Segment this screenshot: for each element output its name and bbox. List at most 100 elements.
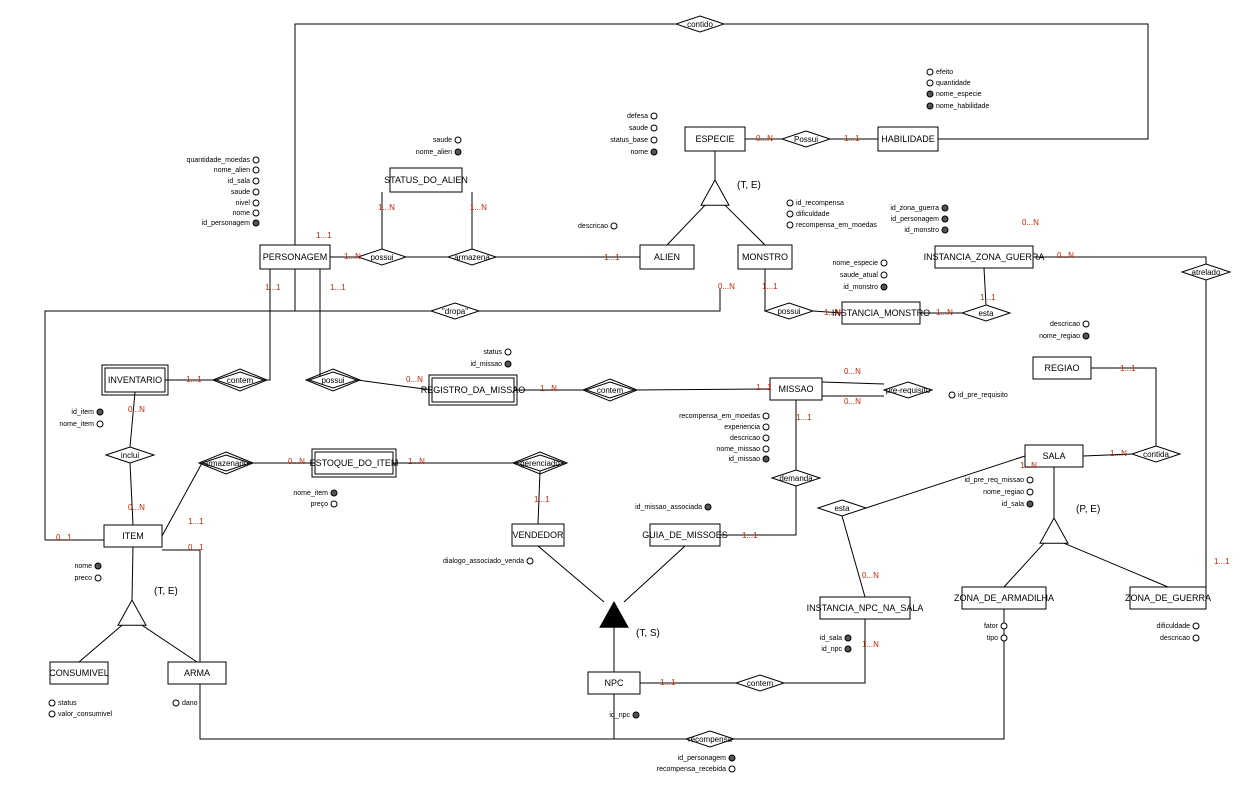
entity-CONSUMIVEL: CONSUMIVEL <box>49 662 109 684</box>
attr-dot <box>253 200 259 206</box>
cardinality: 1...1 <box>742 531 758 540</box>
attr-dot <box>729 766 735 772</box>
entity-REGIAO: REGIAO <box>1033 357 1091 379</box>
attr-dot <box>651 149 657 155</box>
relation-possui_status: possui <box>358 249 406 265</box>
attr-dot <box>97 421 103 427</box>
svg-text:possui: possui <box>321 376 344 385</box>
attr-label: saude <box>629 125 648 132</box>
attr-dot <box>253 210 259 216</box>
attr-label: id_missao <box>470 361 502 368</box>
cardinality: 0...N <box>718 282 735 291</box>
entity-VENDEDOR: VENDEDOR <box>512 524 564 546</box>
svg-text:REGIAO: REGIAO <box>1044 363 1079 373</box>
er-diagram: contidoPossuipossuiarmazena"dropa"possui… <box>0 0 1259 793</box>
attr-dot <box>763 424 769 430</box>
attr-label: recompensa_recebida <box>657 766 726 773</box>
svg-text:HABILIDADE: HABILIDADE <box>881 134 935 144</box>
cardinality: 1...1 <box>265 283 281 292</box>
relation-contem_npc: contem <box>736 675 784 691</box>
attr-dot <box>927 69 933 75</box>
attr-dot <box>787 200 793 206</box>
cardinality: 1...1 <box>756 383 772 392</box>
svg-text:possui: possui <box>777 307 800 316</box>
gen-tri-npc <box>600 602 628 627</box>
entity-ZONA_DE_GUERRA: ZONA_DE_GUERRA <box>1125 587 1211 609</box>
attr-label: id_missao_associada <box>635 504 702 511</box>
svg-text:CONSUMIVEL: CONSUMIVEL <box>49 668 109 678</box>
attr-dot <box>763 456 769 462</box>
attr-dot <box>949 392 955 398</box>
svg-text:NPC: NPC <box>604 678 624 688</box>
cardinality: 1...1 <box>186 375 202 384</box>
attr-label: fator <box>984 623 999 630</box>
svg-text:Possui: Possui <box>794 135 818 144</box>
attr-label: quantidade_moedas <box>187 157 251 164</box>
attr-label: nome_regiao <box>1039 333 1080 340</box>
cardinality: 0...N <box>288 457 305 466</box>
attr-label: descricao <box>1160 635 1190 642</box>
attr-label: id_monstro <box>904 227 939 234</box>
attr-label: descricao <box>578 223 608 230</box>
attr-dot <box>505 361 511 367</box>
attr-dot <box>763 413 769 419</box>
attr-label: id_personagem <box>891 216 939 223</box>
svg-text:ESTOQUE_DO_ITEM: ESTOQUE_DO_ITEM <box>310 458 399 468</box>
svg-text:contem: contem <box>747 679 774 688</box>
attr-dot <box>95 575 101 581</box>
attr-dot <box>881 284 887 290</box>
cardinality: 1...1 <box>762 282 778 291</box>
relation-inclui: inclui <box>106 447 154 463</box>
svg-text:armazena: armazena <box>454 253 490 262</box>
attr-dot <box>942 216 948 222</box>
attr-dot <box>1001 635 1007 641</box>
entity-INSTANCIA_MONSTRO: INSTANCIA_MONSTRO <box>832 302 930 324</box>
attr-label: saude <box>433 137 452 144</box>
attr-dot <box>455 149 461 155</box>
attr-label: nome_missao <box>716 446 760 453</box>
overlap-sala: (P, E) <box>1076 504 1100 515</box>
entity-ZONA_DE_ARMADILHA: ZONA_DE_ARMADILHA <box>954 587 1054 609</box>
cardinality: 1...N <box>408 457 425 466</box>
attr-label: saude_atual <box>840 272 879 279</box>
attr-dot <box>787 211 793 217</box>
overlap-item: (T, E) <box>154 586 178 597</box>
attr-label: saude <box>231 189 250 196</box>
svg-text:"dropa": "dropa" <box>442 307 468 316</box>
attr-dot <box>651 125 657 131</box>
attr-label: dano <box>182 700 198 707</box>
attr-label: nome <box>630 149 648 156</box>
cardinality: 1...N <box>862 640 879 649</box>
cardinality: 1...N <box>824 308 841 317</box>
attr-label: id_recompensa <box>796 200 844 207</box>
attr-label: status <box>58 700 77 707</box>
svg-text:inclui: inclui <box>121 451 139 460</box>
attr-label: nivel <box>236 200 251 207</box>
svg-text:ALIEN: ALIEN <box>654 252 680 262</box>
svg-text:REGISTRO_DA_MISSAO: REGISTRO_DA_MISSAO <box>421 385 526 395</box>
entity-ARMA: ARMA <box>168 662 226 684</box>
attr-dot <box>253 178 259 184</box>
entity-ITEM: ITEM <box>104 525 162 547</box>
cardinality: 0...N <box>756 134 773 143</box>
attr-label: id_npc <box>609 712 630 719</box>
attr-dot <box>845 635 851 641</box>
svg-text:contem: contem <box>227 376 254 385</box>
attr-dot <box>763 435 769 441</box>
attr-label: id_zona_guerra <box>890 205 939 212</box>
relation-contida: contida <box>1132 446 1180 462</box>
attr-label: dificuldade <box>1157 623 1191 630</box>
attr-dot <box>253 189 259 195</box>
attr-dot <box>729 755 735 761</box>
cardinality: 1...N <box>1110 449 1127 458</box>
cardinality: 0...1 <box>188 543 204 552</box>
svg-text:PERSONAGEM: PERSONAGEM <box>263 252 328 262</box>
attr-label: id_sala <box>1002 501 1024 508</box>
attr-label: valor_consumivel <box>58 711 113 718</box>
attr-dot <box>455 137 461 143</box>
attr-dot <box>633 712 639 718</box>
svg-text:INSTANCIA_NPC_NA_SALA: INSTANCIA_NPC_NA_SALA <box>807 603 924 613</box>
attr-label: status_base <box>610 137 648 144</box>
attr-label: quantidade <box>936 80 971 87</box>
entity-REGISTRO_DA_MISSAO: REGISTRO_DA_MISSAO <box>421 375 526 405</box>
